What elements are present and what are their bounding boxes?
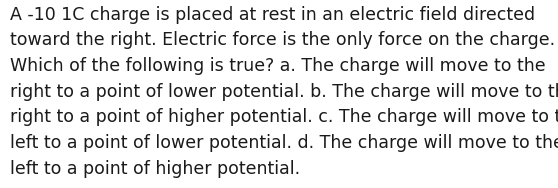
Text: A -10 1C charge is placed at rest in an electric field directed
toward the right: A -10 1C charge is placed at rest in an … [10, 6, 558, 178]
